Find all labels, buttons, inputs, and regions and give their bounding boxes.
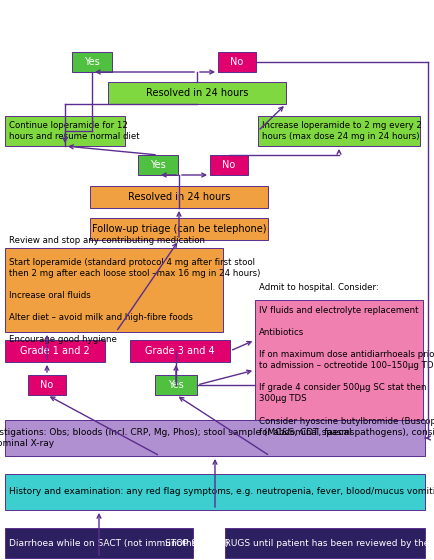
FancyBboxPatch shape [5,528,193,558]
Text: Grade 1 and 2: Grade 1 and 2 [20,346,90,356]
FancyBboxPatch shape [155,375,197,395]
Text: Increase loperamide to 2 mg every 2
hours (max dose 24 mg in 24 hours): Increase loperamide to 2 mg every 2 hour… [261,121,421,141]
FancyBboxPatch shape [254,300,422,420]
FancyBboxPatch shape [210,155,247,175]
Text: Resolved in 24 hours: Resolved in 24 hours [128,192,230,202]
FancyBboxPatch shape [5,340,105,362]
FancyBboxPatch shape [90,186,267,208]
FancyBboxPatch shape [5,116,125,146]
FancyBboxPatch shape [130,340,230,362]
FancyBboxPatch shape [90,218,267,240]
Text: Yes: Yes [168,380,184,390]
Text: Yes: Yes [150,160,165,170]
FancyBboxPatch shape [5,248,223,332]
FancyBboxPatch shape [224,528,424,558]
Text: No: No [230,57,243,67]
Text: Admit to hospital. Consider:

IV fluids and electrolyte replacement

Antibiotics: Admit to hospital. Consider: IV fluids a… [258,283,434,437]
FancyBboxPatch shape [138,155,178,175]
FancyBboxPatch shape [217,52,256,72]
Text: Follow-up triage (can be telephone): Follow-up triage (can be telephone) [92,224,266,234]
Text: No: No [40,380,53,390]
FancyBboxPatch shape [28,375,66,395]
FancyBboxPatch shape [108,82,285,104]
FancyBboxPatch shape [5,420,424,456]
Text: Investigations: Obs; bloods (incl. CRP, Mg, Phos); stool sample (MC&S, CDT, faec: Investigations: Obs; bloods (incl. CRP, … [0,428,434,448]
Text: No: No [222,160,235,170]
Text: History and examination: any red flag symptoms, e.g. neutropenia, fever, blood/m: History and examination: any red flag sy… [9,488,434,497]
Text: Diarrhoea while on SACT (not immunotherapies): Diarrhoea while on SACT (not immunothera… [9,539,228,548]
Text: Review and stop any contributing medication

Start loperamide (standard protocol: Review and stop any contributing medicat… [9,236,260,344]
Text: Continue loperamide for 12
hours and resume normal diet: Continue loperamide for 12 hours and res… [9,121,139,141]
Text: Grade 3 and 4: Grade 3 and 4 [145,346,214,356]
Text: Resolved in 24 hours: Resolved in 24 hours [145,88,248,98]
Text: STOP SACT DRUGS until patient has been reviewed by their oncologist: STOP SACT DRUGS until patient has been r… [164,539,434,548]
Text: Yes: Yes [84,57,100,67]
FancyBboxPatch shape [257,116,419,146]
FancyBboxPatch shape [5,474,424,510]
FancyBboxPatch shape [72,52,112,72]
